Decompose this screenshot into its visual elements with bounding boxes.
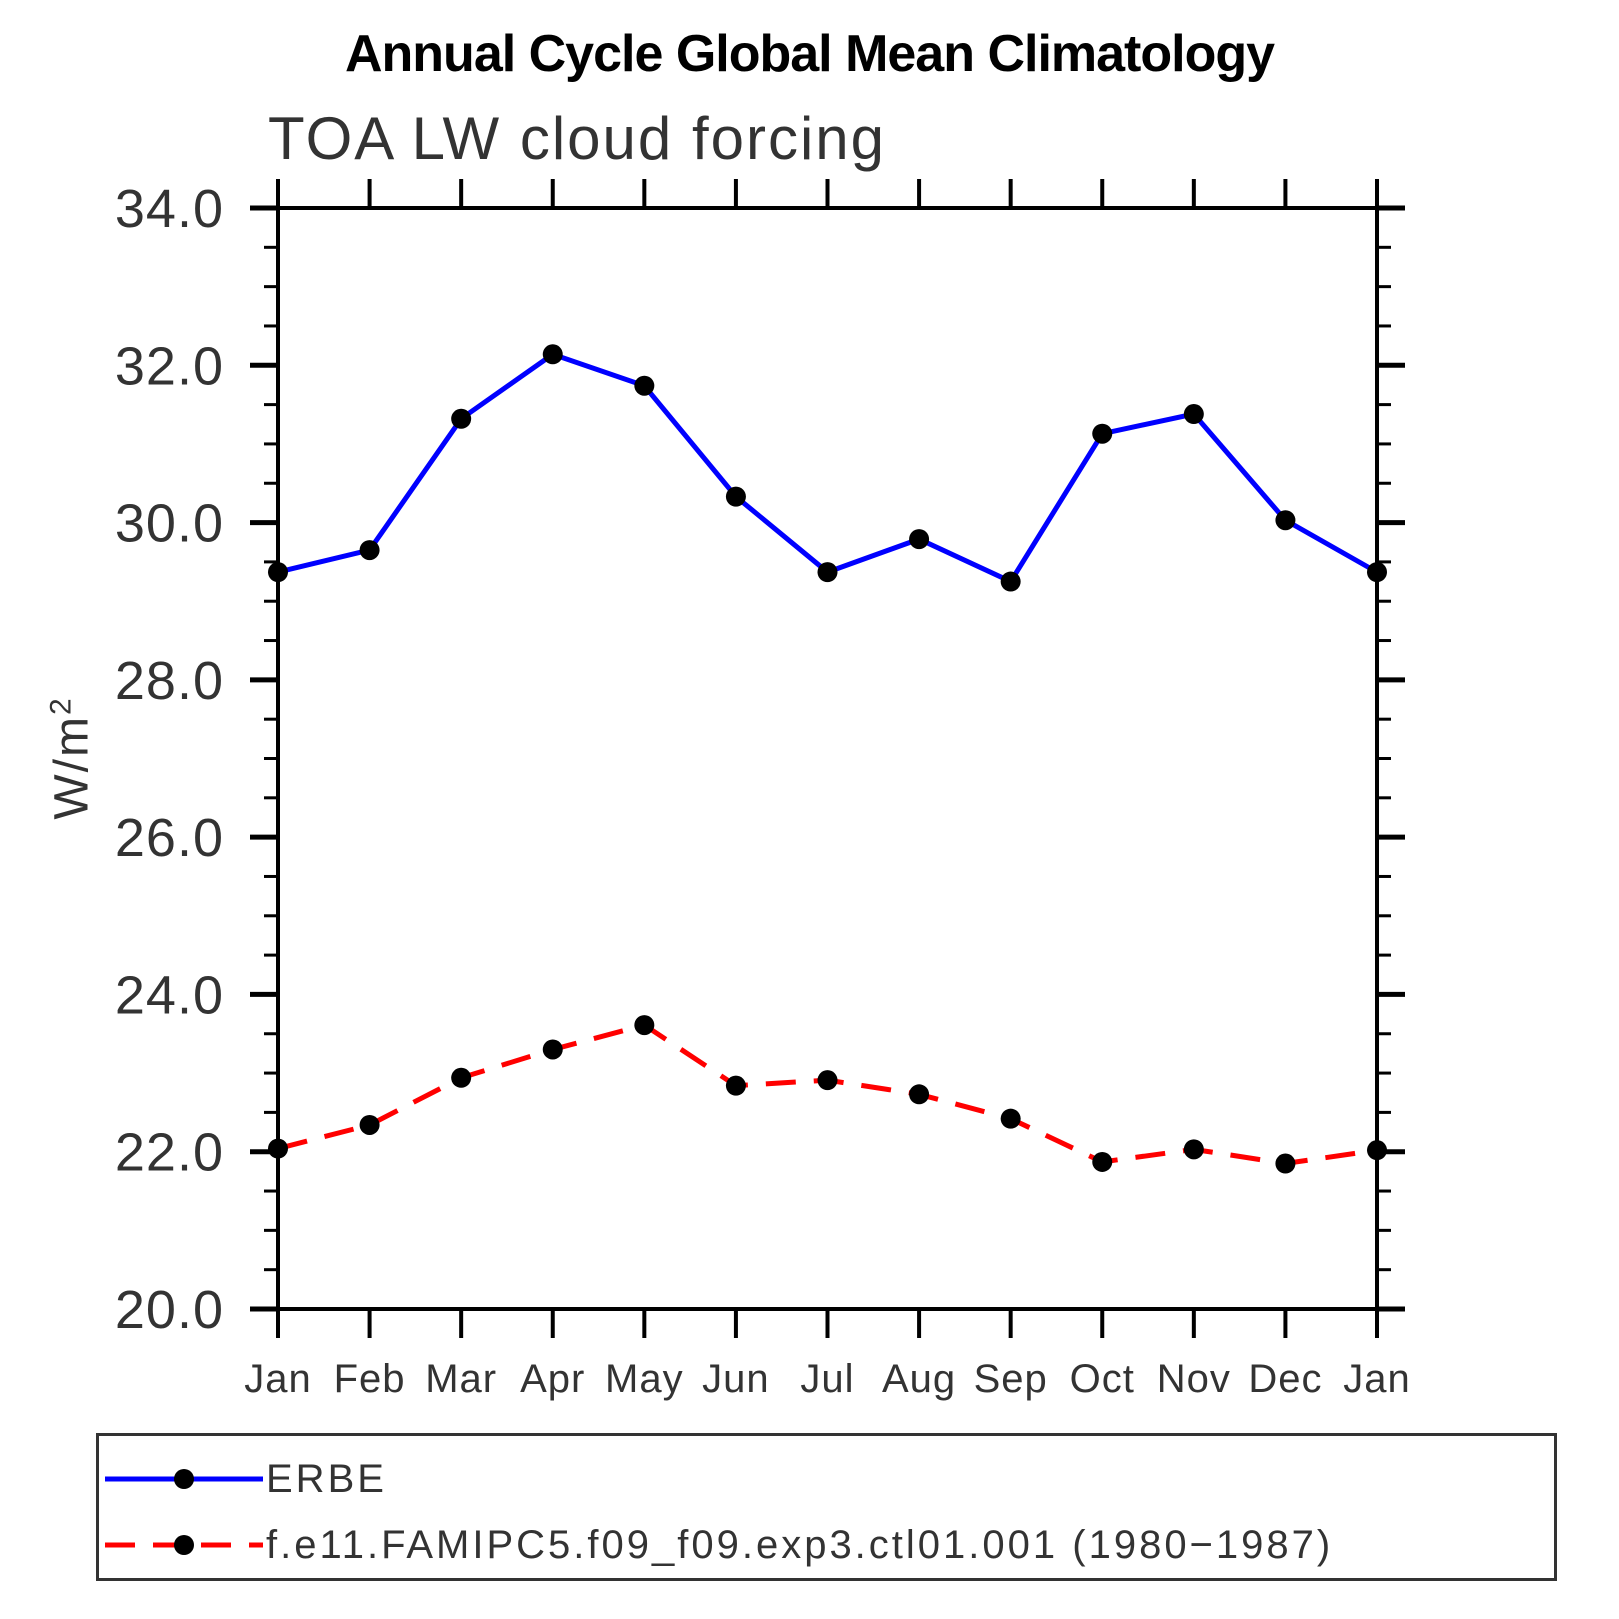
y-tick-label: 28.0: [115, 651, 224, 711]
x-tick-label: Feb: [334, 1357, 406, 1401]
data-point-marker: [1092, 1151, 1113, 1172]
data-point-marker: [1092, 423, 1113, 444]
data-point-marker: [634, 375, 655, 396]
data-point-marker: [725, 486, 746, 507]
y-tick-label: 30.0: [115, 494, 224, 554]
legend: ERBE f.e11.FAMIPC5.f09_f09.exp3.ctl01.00…: [96, 1433, 1557, 1581]
y-tick-label: 34.0: [115, 179, 224, 239]
data-point-marker: [634, 1015, 655, 1036]
x-tick-label: Jun: [702, 1357, 770, 1401]
data-point-marker: [1000, 1108, 1021, 1129]
data-point-marker: [1000, 571, 1021, 592]
data-point-marker: [359, 540, 380, 561]
data-point-marker: [1275, 510, 1296, 531]
y-tick-label: 32.0: [115, 336, 224, 396]
x-tick-label: Jan: [1343, 1357, 1411, 1401]
data-point-marker: [909, 529, 930, 550]
y-tick-label: 22.0: [115, 1123, 224, 1183]
data-point-marker: [451, 408, 472, 429]
data-point-marker: [1275, 1153, 1296, 1174]
data-point-marker: [451, 1067, 472, 1088]
x-tick-label: Aug: [882, 1357, 956, 1401]
data-point-marker: [817, 562, 838, 583]
y-tick-label: 20.0: [115, 1280, 224, 1340]
data-point-marker: [268, 1138, 288, 1159]
legend-entry-model: f.e11.FAMIPC5.f09_f09.exp3.ctl01.001 (19…: [105, 1522, 1334, 1567]
data-point-marker: [909, 1084, 930, 1105]
x-tick-label: Jan: [244, 1357, 312, 1401]
data-point-marker: [1367, 562, 1387, 583]
data-point-marker: [725, 1075, 746, 1096]
data-point-marker: [542, 1039, 563, 1060]
erbe-legend-marker: [174, 1469, 194, 1489]
x-tick-label: Dec: [1248, 1357, 1322, 1401]
erbe-legend-sample-line: [105, 1469, 263, 1489]
y-tick-label: 24.0: [115, 965, 224, 1025]
legend-label-erbe: ERBE: [266, 1456, 387, 1501]
plot-frame: [276, 206, 1379, 1311]
data-point-marker: [1367, 1140, 1387, 1161]
data-point-marker: [1183, 404, 1204, 425]
x-tick-label: Sep: [974, 1357, 1048, 1401]
model-legend-sample-line: [105, 1535, 263, 1555]
data-point-marker: [542, 344, 563, 365]
x-tick-label: Jul: [800, 1357, 854, 1401]
x-tick-label: Apr: [520, 1357, 585, 1401]
legend-entry-erbe: ERBE: [105, 1456, 387, 1501]
data-point-marker: [1183, 1139, 1204, 1160]
x-tick-label: Nov: [1157, 1357, 1231, 1401]
data-point-marker: [817, 1070, 838, 1091]
model-legend-marker: [174, 1535, 194, 1555]
data-point-marker: [268, 562, 288, 583]
page-title: Annual Cycle Global Mean Climatology: [344, 25, 1275, 83]
data-point-marker: [359, 1114, 380, 1135]
x-tick-label: May: [605, 1357, 684, 1401]
chart-subtitle: TOA LW cloud forcing: [268, 105, 887, 172]
legend-label-model: f.e11.FAMIPC5.f09_f09.exp3.ctl01.001 (19…: [266, 1522, 1334, 1567]
erbe-series-line: [277, 351, 1379, 585]
model-series-line: [277, 1022, 1378, 1167]
x-tick-label: Oct: [1070, 1357, 1135, 1401]
x-tick-label: Mar: [425, 1357, 497, 1401]
y-tick-label: 26.0: [115, 808, 224, 868]
